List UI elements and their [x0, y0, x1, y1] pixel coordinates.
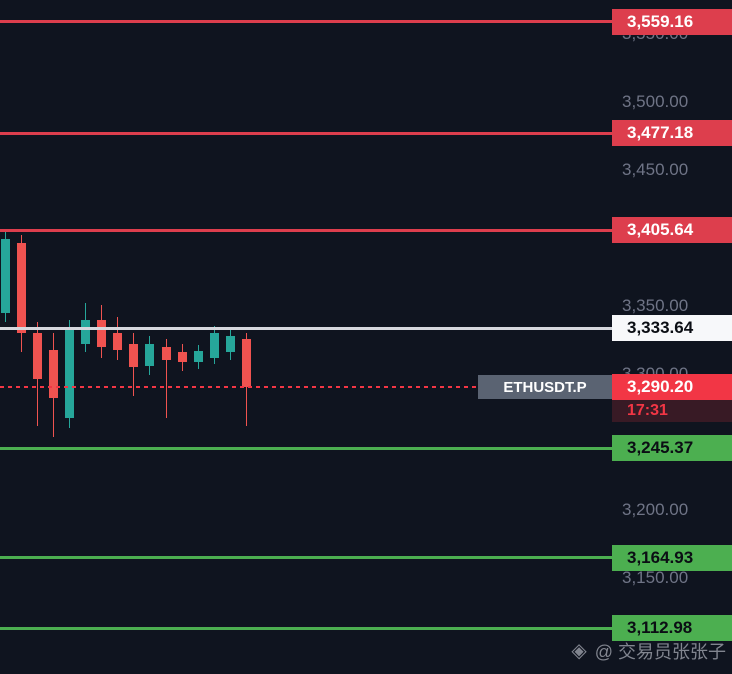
candle-down [97, 319, 107, 347]
resistance-price-badge: 3,405.64 [612, 217, 732, 244]
symbol-tag: ETHUSDT.P [478, 375, 612, 400]
support-price-badge: 3,112.98 [612, 615, 732, 642]
candle-up [193, 350, 203, 362]
candle-up [145, 344, 155, 366]
price-axis[interactable]: 3,550.003,500.003,450.003,350.003,300.00… [612, 0, 732, 674]
neutral-price-badge: 3,333.64 [612, 315, 732, 342]
axis-tick-label: 3,450.00 [622, 159, 689, 179]
chart-plot-area[interactable]: ETHUSDT.P [0, 0, 612, 674]
resistance-line[interactable] [0, 131, 612, 135]
candle-down [113, 333, 123, 350]
support-line[interactable] [0, 556, 612, 560]
candle-down [16, 243, 26, 334]
bar-countdown: 17:31 [612, 400, 732, 423]
axis-tick-label: 3,150.00 [622, 567, 689, 587]
watermark: ◈ @ 交易员张张子 [571, 638, 726, 664]
resistance-line[interactable] [0, 228, 612, 232]
candle-up [0, 239, 10, 313]
candle-down [32, 333, 42, 380]
candle-down [161, 346, 171, 361]
axis-tick-label: 3,500.00 [622, 91, 689, 111]
current-price-dotted-line[interactable] [0, 386, 478, 389]
support-price-badge: 3,164.93 [612, 544, 732, 571]
axis-tick-label: 3,350.00 [622, 295, 689, 315]
support-line[interactable] [0, 446, 612, 450]
candle-down [129, 344, 139, 368]
resistance-price-badge: 3,559.16 [612, 8, 732, 35]
brand-logo-icon: ◈ [571, 640, 587, 662]
candle-up [225, 335, 235, 353]
current-price-badge: 3,290.20 [612, 374, 732, 401]
candle-up [64, 330, 74, 418]
resistance-price-badge: 3,477.18 [612, 120, 732, 147]
candle-down [242, 338, 251, 388]
neutral-line[interactable] [0, 326, 612, 330]
resistance-line[interactable] [0, 20, 612, 24]
candle-up [81, 319, 90, 345]
watermark-text: @ 交易员张张子 [594, 642, 726, 662]
candle-down [48, 349, 58, 399]
axis-tick-label: 3,200.00 [622, 499, 689, 519]
candle-down [177, 352, 187, 362]
support-line[interactable] [0, 626, 612, 630]
candle-wick [165, 338, 167, 418]
support-price-badge: 3,245.37 [612, 435, 732, 462]
candle-up [209, 333, 219, 358]
